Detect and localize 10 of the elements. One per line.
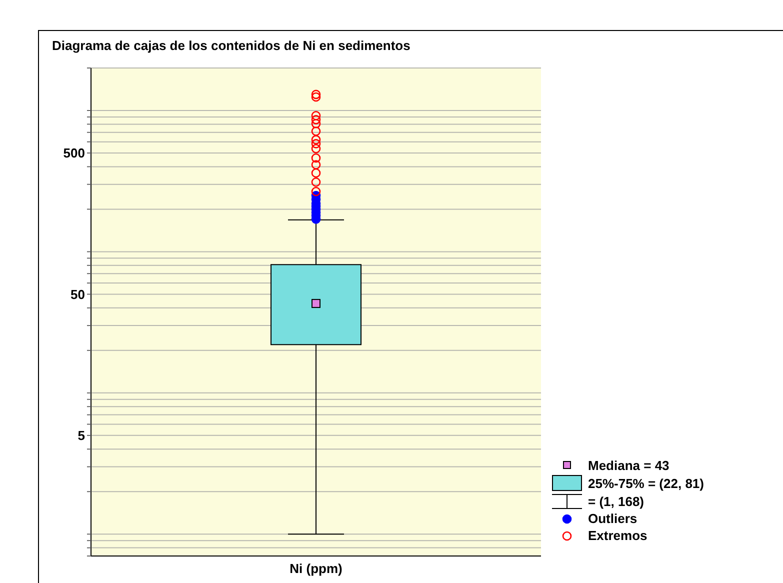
text: = (1, 168)	[588, 492, 644, 510]
x-tick-label: Ni (ppm)	[290, 561, 342, 576]
y-tick-label: 500	[63, 146, 85, 161]
text: Mediana = 43	[588, 456, 670, 474]
text: 25%-75% = (22, 81)	[588, 474, 704, 492]
legend-label: Extremos	[588, 527, 648, 544]
y-tick-label: 50	[70, 286, 85, 302]
y-tick-label: 5	[78, 428, 85, 444]
legend-label: Outliers	[588, 510, 638, 527]
chart-title: Diagrama de cajas de los contenidos de Ni en sedimentos	[52, 38, 410, 53]
